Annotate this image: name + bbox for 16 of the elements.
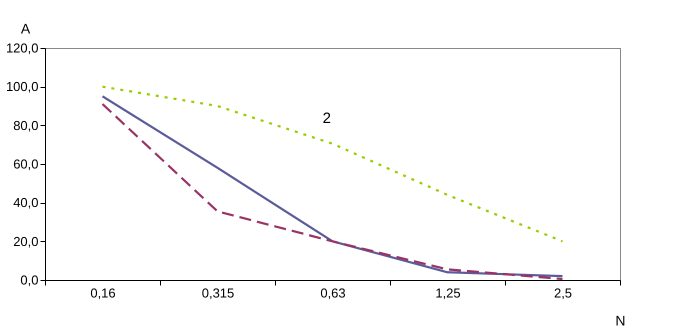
x-tick-label: 0,63 (320, 286, 346, 300)
y-tick-label: 120,0 (6, 40, 38, 56)
x-tick-label: 1,25 (435, 286, 461, 300)
line-series (101, 86, 564, 242)
y-axis-title: A (20, 20, 31, 36)
y-tick-label: 80,0 (13, 118, 38, 133)
y-tick-label: 60,0 (13, 156, 38, 172)
y-tick-label: 20,0 (13, 234, 38, 249)
x-tick-label: 0,16 (90, 286, 116, 300)
annotation: 2 (322, 110, 331, 127)
x-tick-label: 2,5 (554, 286, 572, 300)
x-tick-label: 0,315 (202, 286, 234, 300)
y-tick-label: 40,0 (13, 195, 38, 210)
y-tick-label: 0,0 (20, 272, 38, 288)
y-tick-label: 100,0 (6, 79, 38, 94)
x-axis-title: N (615, 312, 626, 328)
